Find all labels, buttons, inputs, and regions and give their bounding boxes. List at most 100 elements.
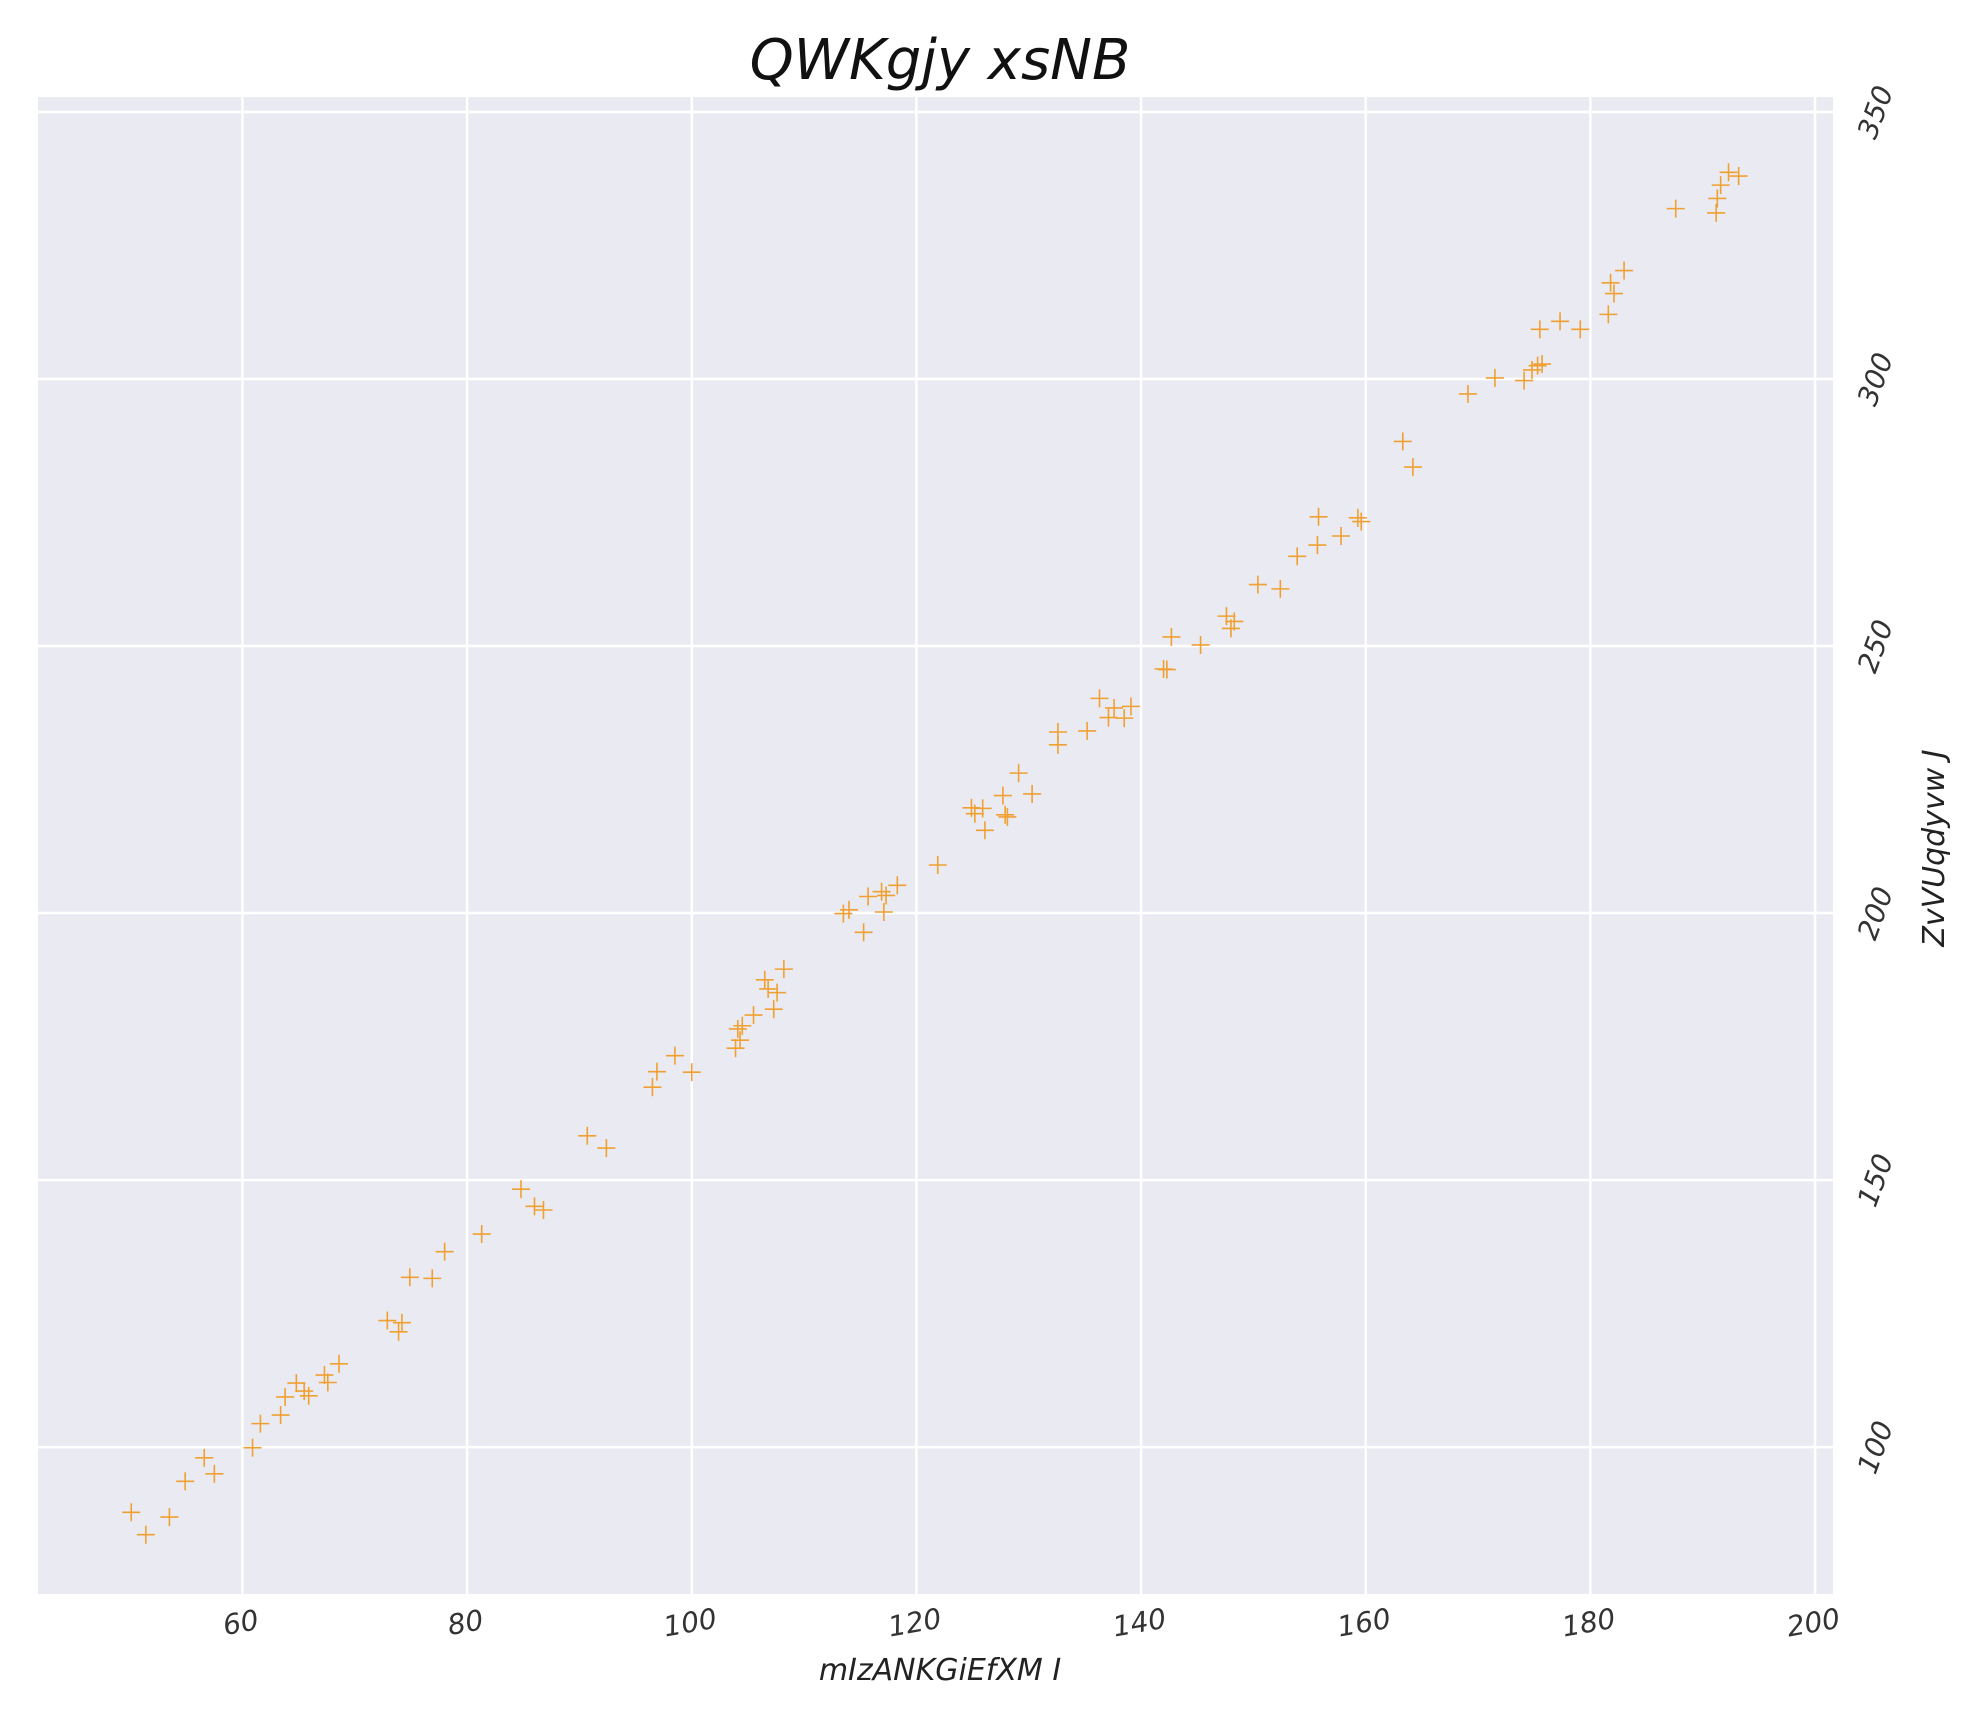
x-tick-label: 80 <box>445 1603 486 1642</box>
data-point <box>1348 508 1367 527</box>
data-point <box>1225 612 1244 631</box>
data-point <box>1090 689 1109 708</box>
data-point <box>243 1438 262 1457</box>
data-point <box>597 1139 616 1158</box>
data-point <box>1604 284 1623 303</box>
data-point <box>840 900 859 919</box>
data-point <box>1308 536 1327 555</box>
data-point <box>774 960 793 979</box>
y-axis-label: ZvVUqdyvw J <box>1917 749 1952 947</box>
data-point <box>975 821 994 840</box>
x-tick-label: 60 <box>220 1603 261 1642</box>
data-point <box>1707 203 1726 222</box>
data-point <box>872 882 891 901</box>
y-tick-label: 300 <box>1851 348 1900 410</box>
data-point <box>1403 458 1422 477</box>
x-tick-label: 180 <box>1560 1602 1618 1644</box>
data-point <box>525 1197 544 1216</box>
data-point <box>1221 619 1240 638</box>
data-point <box>287 1374 306 1393</box>
data-point <box>423 1269 442 1288</box>
data-point <box>1719 163 1738 182</box>
data-point <box>1551 312 1570 331</box>
data-point <box>859 887 878 906</box>
x-tick-label: 140 <box>1110 1602 1168 1644</box>
data-point <box>251 1414 270 1433</box>
data-point <box>993 786 1012 805</box>
data-point <box>400 1268 419 1287</box>
data-point <box>1528 356 1547 375</box>
data-point <box>1009 764 1028 783</box>
y-tick-label: 200 <box>1851 882 1900 944</box>
data-point <box>578 1126 597 1145</box>
data-point <box>1393 432 1412 451</box>
data-point <box>1157 660 1176 679</box>
data-point <box>122 1503 141 1522</box>
y-tick-label: 100 <box>1851 1417 1900 1479</box>
data-point <box>1023 784 1042 803</box>
data-point <box>731 1031 750 1050</box>
data-point <box>1162 627 1181 646</box>
data-point <box>877 886 896 905</box>
data-point <box>928 855 947 874</box>
data-point <box>330 1354 349 1373</box>
data-point <box>1530 320 1549 339</box>
data-point <box>389 1322 408 1341</box>
data-point <box>276 1387 295 1406</box>
y-tick-label: 250 <box>1851 615 1900 677</box>
data-point <box>1248 575 1267 594</box>
data-point <box>973 799 992 818</box>
data-point <box>195 1448 214 1467</box>
data-point <box>1048 723 1067 742</box>
data-point <box>1533 355 1552 374</box>
data-point <box>1599 305 1618 324</box>
data-point <box>435 1242 454 1261</box>
grid-lines <box>38 97 1833 1594</box>
data-point <box>1121 697 1140 716</box>
y-tick-label: 350 <box>1851 81 1900 143</box>
x-axis-label: mIzANKGiEfXM I <box>819 1653 1062 1688</box>
data-point <box>1711 176 1730 195</box>
data-point <box>1332 527 1351 546</box>
y-tick-label: 150 <box>1851 1150 1900 1212</box>
data-point <box>1309 507 1328 526</box>
data-point <box>888 876 907 895</box>
data-point <box>160 1508 179 1527</box>
data-point <box>534 1201 553 1220</box>
data-point <box>295 1382 314 1401</box>
data-point <box>726 1039 745 1058</box>
plot-area <box>38 97 1833 1594</box>
data-point <box>1515 371 1534 390</box>
data-point <box>998 807 1017 826</box>
data-point <box>744 1006 763 1025</box>
data-point <box>1191 635 1210 654</box>
data-point <box>271 1406 290 1425</box>
data-point <box>1485 368 1504 387</box>
data-point <box>392 1313 411 1332</box>
data-point <box>682 1063 701 1082</box>
data-point <box>1352 512 1371 531</box>
x-tick-label: 100 <box>661 1602 719 1644</box>
data-point <box>1115 709 1134 728</box>
data-points <box>122 163 1748 1544</box>
data-point <box>1601 273 1620 292</box>
data-point <box>854 923 873 942</box>
data-point <box>874 902 893 921</box>
x-tick-label: 120 <box>886 1602 944 1644</box>
data-point <box>733 1016 752 1035</box>
chart-title: QWKgjy xsNB <box>750 28 1131 93</box>
data-point <box>1615 261 1634 280</box>
data-point <box>665 1046 684 1065</box>
x-tick-label: 200 <box>1784 1602 1842 1644</box>
data-point <box>1105 698 1124 717</box>
data-point <box>764 1000 783 1019</box>
x-tick-label: 160 <box>1335 1602 1393 1644</box>
data-point <box>378 1311 397 1330</box>
data-point <box>1729 167 1748 186</box>
data-point <box>205 1464 224 1483</box>
data-point <box>1666 199 1685 218</box>
x-tick-labels: 60 80 100 120 140 160 180 200 <box>220 1602 1842 1644</box>
data-point <box>647 1062 666 1081</box>
data-point <box>1571 320 1590 339</box>
